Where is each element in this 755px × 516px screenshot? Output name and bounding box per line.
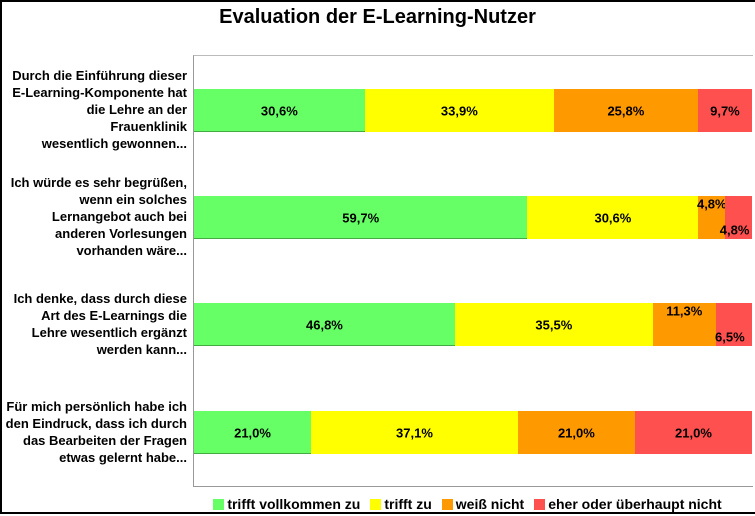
bar-segment-eher-oder-berhaupt-nicht [697, 89, 752, 132]
data-label: 21,0% [557, 425, 595, 440]
bar-segment-wei-nicht [698, 196, 726, 239]
bar-segment-trifft-zu [364, 89, 554, 132]
legend-label: trifft vollkommen zu [227, 496, 361, 512]
data-label: 35,5% [535, 317, 573, 332]
data-label: 59,7% [342, 210, 380, 225]
bar-segment-trifft-zu [454, 303, 653, 346]
bar-segment-wei-nicht [652, 303, 716, 346]
legend-swatch [534, 498, 546, 510]
bar-segment-wei-nicht [553, 89, 698, 132]
bar-segment-eher-oder-berhaupt-nicht [725, 196, 752, 239]
bar-segment-wei-nicht [517, 411, 635, 454]
legend-swatch [370, 498, 382, 510]
category-label-line: die Lehre an der [86, 102, 187, 117]
category-label-line: Art des E-Learnings die [41, 307, 187, 323]
data-label: 6,5% [715, 329, 745, 344]
category-label-line: Für mich persönlich habe ich [6, 398, 187, 414]
category-label-line: Ich würde es sehr begrüßen, [10, 175, 187, 190]
data-label: 37,1% [396, 425, 433, 440]
category-label-line: werden kann... [96, 341, 187, 357]
bar-segment-trifft-zu [311, 411, 518, 454]
category-label-line: anderen Vorlesungen [55, 226, 187, 241]
category-label-line: das Bearbeiten der Fragen [23, 432, 187, 448]
category-label-line: den Eindruck, dass ich durch [5, 415, 187, 431]
data-label: 4,8% [696, 196, 727, 211]
category-label-line: etwas gelernt habe... [59, 449, 187, 465]
data-label: 46,8% [306, 317, 343, 332]
category-label-line: Durch die Einführung dieser [12, 68, 187, 83]
legend-item: weiß nicht [441, 496, 525, 512]
category-label-line: Lernangebot auch bei [51, 209, 187, 224]
category-label: Ich denke, dass durch diese Art des E-Lea… [4, 290, 187, 358]
category-label-line: vorhanden wäre... [76, 243, 187, 258]
legend-label: weiß nicht [455, 496, 525, 512]
category-label-line: E-Learning-Komponente hat [12, 85, 187, 100]
bar-segment-trifft-zu [527, 196, 699, 239]
category-label: Ich würde es sehr begrüßen, wenn ein solc… [4, 174, 187, 259]
legend-item: eher oder überhaupt nicht [534, 496, 722, 512]
category-label-line: Frauenklinik [110, 119, 187, 134]
category-label: Durch die Einführung dieser E-Learning-Ko… [4, 67, 187, 152]
chart-title: Evaluation der E-Learning-Nutzer [219, 6, 536, 28]
bar-segment-eher-oder-berhaupt-nicht [715, 303, 752, 346]
data-label: 25,8% [607, 103, 645, 118]
legend-item: trifft vollkommen zu [213, 496, 360, 512]
data-label: 30,6% [594, 210, 632, 225]
data-label: 21,0% [234, 425, 271, 440]
legend-label: eher oder überhaupt nicht [548, 496, 722, 512]
category-label-line: Lehre wesentlich ergänzt [31, 324, 187, 340]
legend-swatch [213, 498, 225, 510]
data-label: 21,0% [675, 425, 712, 440]
legend-label: trifft zu [384, 496, 432, 512]
plot-area: 30,6% 33,9% 25,8% 9,7% 59,7% 30,6% 4,8% 4,8% 46,… [193, 55, 753, 487]
category-label: Für mich persönlich habe ich den Eindruck… [4, 398, 187, 466]
bar-segment-trifft-vollkommen-zu [194, 196, 528, 239]
bar-segment-trifft-vollkommen-zu [194, 303, 455, 346]
data-label: 4,8% [719, 222, 750, 237]
data-label: 30,6% [260, 103, 298, 118]
category-label-line: Ich denke, dass durch diese [13, 290, 187, 306]
category-label-line: wenn ein solches [79, 192, 187, 207]
category-label-line: wesentlich gewonnen... [41, 136, 187, 151]
bar-segment-trifft-vollkommen-zu [194, 89, 365, 132]
data-label: 11,3% [666, 303, 703, 318]
legend-item: trifft zu [370, 496, 432, 512]
bar-segment-eher-oder-berhaupt-nicht [634, 411, 752, 454]
legend-swatch [441, 498, 453, 510]
bar-segment-trifft-vollkommen-zu [194, 411, 312, 454]
data-label: 9,7% [710, 103, 740, 118]
legend: trifft vollkommen zu trifft zu weiß nicht e… [0, 496, 755, 512]
data-label: 33,9% [440, 103, 478, 118]
